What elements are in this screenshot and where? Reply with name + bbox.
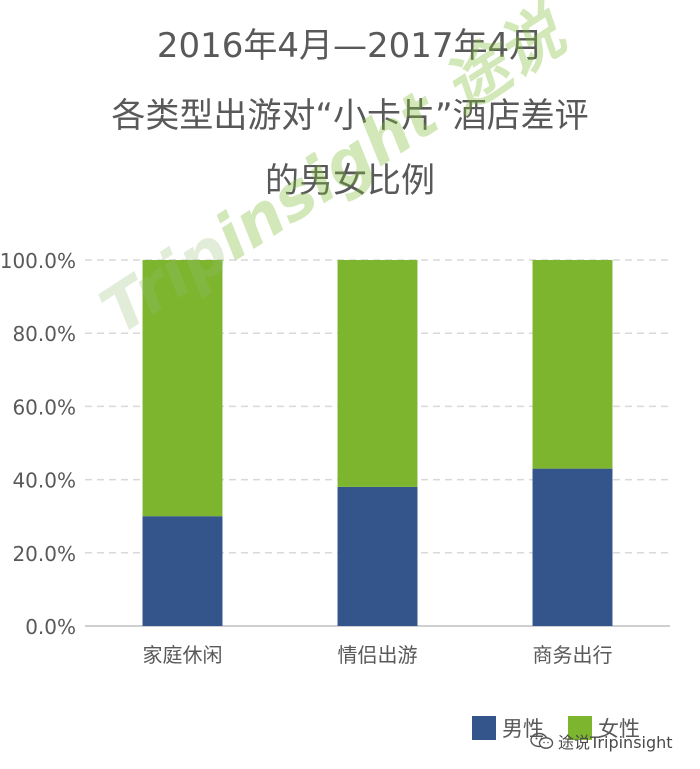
y-tick-label: 100.0% [0,249,76,273]
legend-swatch-female [568,716,592,740]
chart-legend: 男性 女性 [472,713,664,743]
wechat-icon [530,732,554,749]
legend-label-male: 男性 [502,717,544,741]
y-tick-label: 80.0% [12,322,76,346]
footer-account-name: 途说Tripinsight [558,733,673,752]
y-tick-label: 0.0% [25,615,76,639]
x-category-label: 商务出行 [533,643,613,667]
bar-segment-female [337,260,418,487]
bar-segment-male [337,486,418,626]
legend-item-male: 男性 [472,713,544,743]
bar-segment-male [532,468,613,626]
legend-label-female: 女性 [598,717,640,741]
chart-title-line-1: 2016年4月—2017年4月 [156,26,544,66]
footer-watermark: 途说Tripinsight [530,729,673,753]
legend-swatch-male [472,716,496,740]
chart-title-line-2: 各类型出游对“小卡片”酒店差评 [111,96,589,136]
bar-segment-male [142,516,223,626]
legend-item-female: 女性 [568,713,640,743]
x-category-label: 情侣出游 [338,643,418,667]
y-tick-label: 60.0% [12,395,76,419]
x-category-label: 家庭休闲 [143,643,223,667]
bar-segment-female [142,260,223,517]
chart-title-line-3: 的男女比例 [265,161,435,201]
y-tick-label: 40.0% [12,469,76,493]
y-tick-label: 20.0% [12,542,76,566]
bar-segment-female [532,260,613,469]
